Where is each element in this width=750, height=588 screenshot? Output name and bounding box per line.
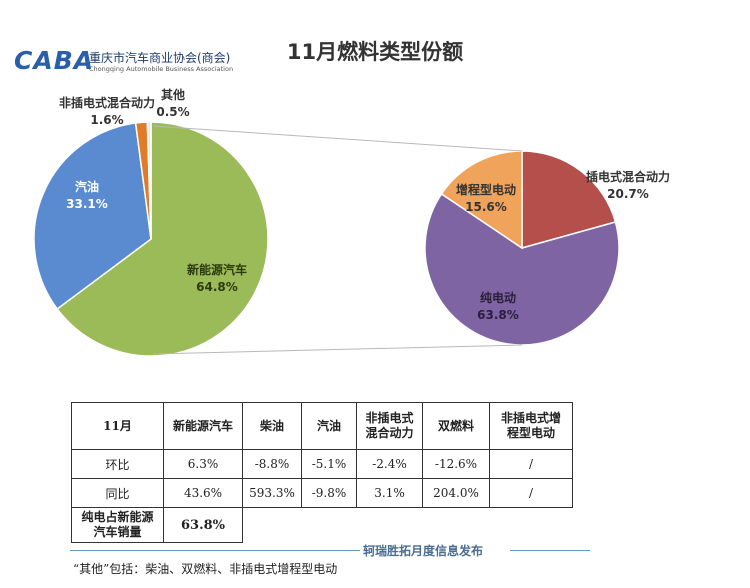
pie-slice	[33, 122, 152, 311]
table-cell: 3.1%	[356, 478, 423, 508]
connector-line	[152, 125, 523, 152]
pie-slice	[424, 192, 620, 346]
pie-label: 1.6%	[90, 113, 123, 127]
pie-label: 非插电式混合动力	[59, 95, 155, 110]
source-label: 轲瑞胜拓月度信息发布	[363, 544, 484, 558]
pie-label: 汽油	[75, 179, 99, 194]
pie-label: 0.5%	[156, 105, 189, 119]
table-cell: -8.8%	[242, 449, 302, 479]
table-cell: 6.3%	[163, 449, 243, 479]
table-cell: -9.8%	[301, 478, 357, 508]
pie-label: 插电式混合动力	[586, 169, 670, 184]
table-row: 环比 6.3% -8.8% -5.1% -2.4% -12.6% /	[71, 449, 573, 479]
pie-slice	[56, 121, 269, 357]
stats-table-wrap: 11月 新能源汽车 柴油 汽油 非插电式 混合动力 双燃料 非插电式增 程型电动 环…	[71, 402, 573, 543]
table-cell: 纯电占新能源 汽车销量	[71, 507, 164, 543]
table-header-cell: 汽油	[301, 402, 357, 450]
table-cell: /	[489, 478, 573, 508]
table-header-cell: 柴油	[242, 402, 302, 450]
table-header-cell: 非插电式增 程型电动	[489, 402, 573, 450]
table-cell: -12.6%	[422, 449, 490, 479]
logo: CABA 重庆市汽车商业协会(商会) Chongqing Automobile …	[14, 44, 244, 80]
source-divider	[70, 550, 590, 551]
chart-title: 11月燃料类型份额	[286, 40, 464, 64]
logo-org-name: 重庆市汽车商业协会(商会)	[89, 51, 231, 65]
table-header-row: 11月 新能源汽车 柴油 汽油 非插电式 混合动力 双燃料 非插电式增 程型电动	[71, 402, 573, 450]
table-cell: -5.1%	[301, 449, 357, 479]
table-cell: -2.4%	[356, 449, 423, 479]
table-row: 同比 43.6% 593.3% -9.8% 3.1% 204.0% /	[71, 478, 573, 508]
table-cell: 环比	[71, 449, 164, 479]
pie-label: 15.6%	[465, 200, 507, 214]
connector-line	[152, 344, 523, 355]
table-header-cell: 非插电式 混合动力	[356, 402, 423, 450]
table-row: 纯电占新能源 汽车销量 63.8%	[71, 507, 573, 543]
pie-label: 20.7%	[607, 187, 649, 201]
table-cell: /	[489, 449, 573, 479]
table-cell: 同比	[71, 478, 164, 508]
pie-label: 33.1%	[66, 197, 108, 211]
pie-label: 63.8%	[477, 308, 519, 322]
table-header-cell: 双燃料	[422, 402, 490, 450]
pie-slice	[146, 121, 152, 240]
pie-label: 64.8%	[196, 280, 238, 294]
table-header-cell: 新能源汽车	[163, 402, 243, 450]
table-cell: 63.8%	[163, 507, 243, 543]
footnote: “其他”包括：柴油、双燃料、非插电式增程型电动	[73, 562, 338, 576]
table-header-cell: 11月	[71, 402, 164, 450]
pie-slice	[440, 150, 523, 250]
pie-charts: 新能源汽车 64.8% 汽油 33.1% 非插电式混合动力 1.6% 其他 0.5% 插电式混合…	[33, 87, 670, 357]
pie-label: 纯电动	[480, 290, 516, 305]
pie-label: 新能源汽车	[187, 262, 247, 277]
table-cell: 593.3%	[242, 478, 302, 508]
stats-table: 11月 新能源汽车 柴油 汽油 非插电式 混合动力 双燃料 非插电式增 程型电动 环…	[71, 402, 573, 543]
pie-label: 增程型电动	[456, 182, 516, 197]
pie-slice	[521, 150, 617, 249]
pie-label: 其他	[161, 87, 185, 102]
logo-org-name-en: Chongqing Automobile Business Associatio…	[89, 65, 234, 73]
table-cell: 204.0%	[422, 478, 490, 508]
logo-mark: CABA	[14, 46, 95, 75]
table-cell: 43.6%	[163, 478, 243, 508]
